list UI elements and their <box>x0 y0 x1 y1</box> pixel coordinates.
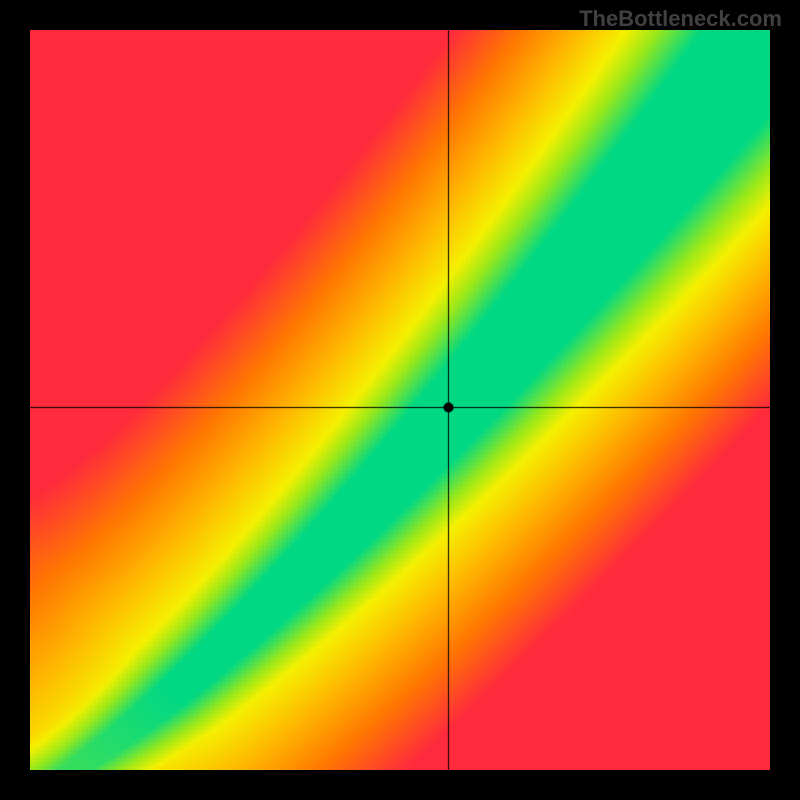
plot-area <box>30 30 770 770</box>
chart-container: TheBottleneck.com <box>0 0 800 800</box>
watermark-text: TheBottleneck.com <box>579 6 782 32</box>
heatmap-canvas <box>30 30 770 770</box>
